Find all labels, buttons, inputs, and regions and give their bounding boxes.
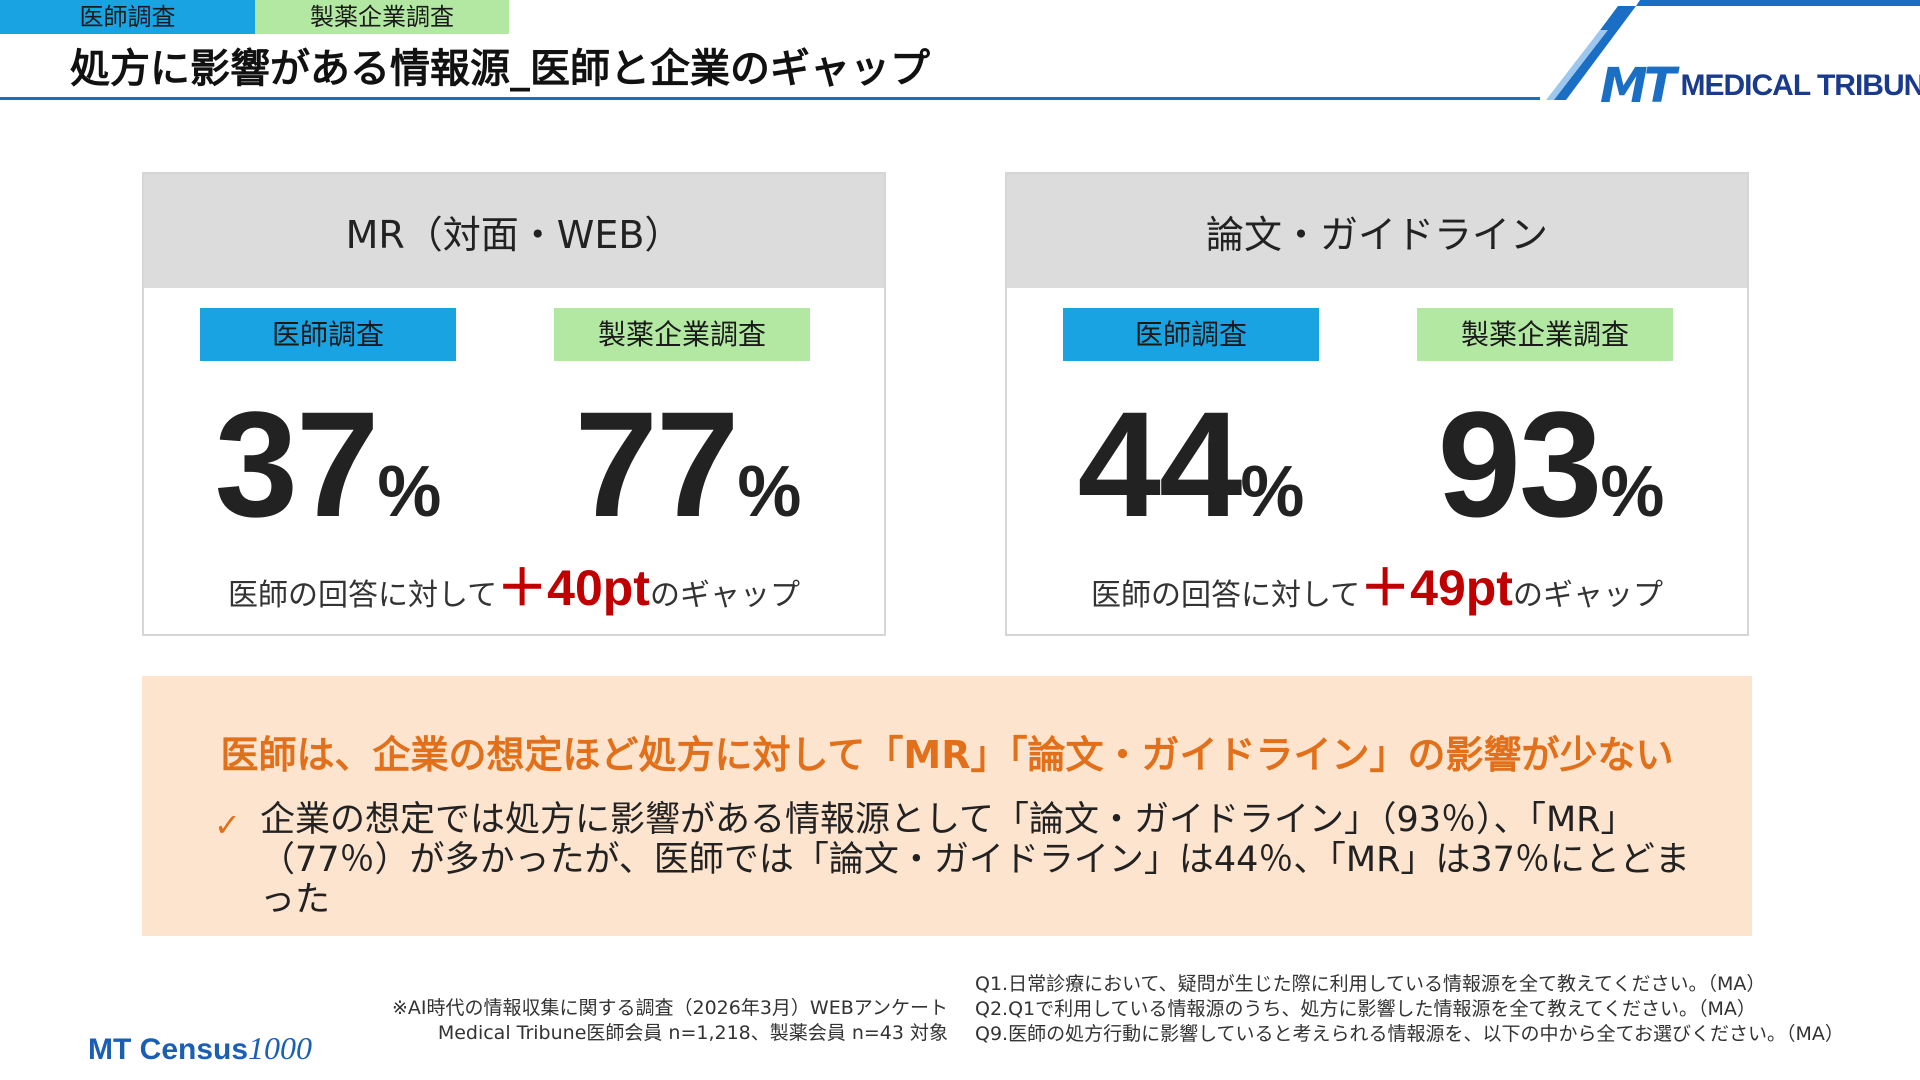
question-notes: Q1.日常診療において、疑問が生じた際に利用している情報源を全て教えてください。… <box>975 972 1875 1047</box>
company-percentage: 77% <box>538 378 838 551</box>
check-icon: ✓ <box>214 806 241 844</box>
card-mr: MR（対面・WEB） 医師調査 製薬企業調査 37% 77% 医師の回答に対して… <box>142 172 886 636</box>
tab-company-survey: 製薬企業調査 <box>255 0 509 34</box>
company-survey-label: 製薬企業調査 <box>554 308 810 361</box>
gap-suffix: のギャップ <box>649 578 800 613</box>
summary-body: 企業の想定では処方に影響がある情報源として「論文・ガイドライン」（93％）、「M… <box>260 800 1690 920</box>
gap-prefix: 医師の回答に対して <box>228 578 498 613</box>
survey-note-line: Medical Tribune医師会員 n=1,218、製薬会員 n=43 対象 <box>437 1022 948 1044</box>
census-mt-text: MT Census <box>88 1033 249 1066</box>
gap-value: ＋49pt <box>1360 560 1513 616</box>
page-title: 処方に影響がある情報源_医師と企業のギャップ <box>70 46 930 92</box>
question-q2: Q2.Q1で利用している情報源のうち、処方に影響した情報源を全て教えてください。… <box>975 998 1756 1020</box>
doctor-value: 44 <box>1077 380 1243 548</box>
card-body: 医師調査 製薬企業調査 44% 93% 医師の回答に対して＋49ptのギャップ <box>1007 288 1747 636</box>
gap-line: 医師の回答に対して＋40ptのギャップ <box>144 548 884 620</box>
gap-value: ＋40pt <box>497 560 650 616</box>
percent-sign: % <box>1240 452 1305 532</box>
card-title: MR（対面・WEB） <box>144 174 884 288</box>
survey-note-line: ※AI時代の情報収集に関する調査（2026年3月）WEBアンケート <box>391 997 948 1019</box>
percent-sign: % <box>377 452 442 532</box>
logo-mark: MT <box>1600 58 1676 114</box>
gap-prefix: 医師の回答に対して <box>1091 578 1361 613</box>
card-papers-guidelines: 論文・ガイドライン 医師調査 製薬企業調査 44% 93% 医師の回答に対して＋… <box>1005 172 1749 636</box>
card-body: 医師調査 製薬企業調査 37% 77% 医師の回答に対して＋40ptのギャップ <box>144 288 884 636</box>
doctor-percentage: 37% <box>178 378 478 551</box>
company-value: 93 <box>1437 380 1603 548</box>
survey-note: ※AI時代の情報収集に関する調査（2026年3月）WEBアンケート Medica… <box>300 996 948 1046</box>
summary-box: 医師は、企業の想定ほど処方に対して「MR」「論文・ガイドライン」の影響が少ない … <box>142 676 1752 936</box>
logo-text: MEDICAL TRIBUNE <box>1680 69 1920 102</box>
company-value: 77 <box>574 380 740 548</box>
doctor-survey-label: 医師調査 <box>1063 308 1319 361</box>
card-title: 論文・ガイドライン <box>1007 174 1747 288</box>
percent-sign: % <box>737 452 802 532</box>
doctor-value: 37 <box>214 380 380 548</box>
question-q9: Q9.医師の処方行動に影響していると考えられる情報源を、以下の中から全てお選びく… <box>975 1023 1844 1045</box>
tab-doctor-survey: 医師調査 <box>0 0 255 34</box>
gap-line: 医師の回答に対して＋49ptのギャップ <box>1007 548 1747 620</box>
question-q1: Q1.日常診療において、疑問が生じた際に利用している情報源を全て教えてください。… <box>975 973 1766 995</box>
summary-headline: 医師は、企業の想定ほど処方に対して「MR」「論文・ガイドライン」の影響が少ない <box>220 733 1674 777</box>
medical-tribune-logo: MT MEDICAL TRIBUNE <box>1600 58 1920 114</box>
brand-stripes <box>1546 0 1920 100</box>
census-1000-text: 1000 <box>248 1030 313 1066</box>
gap-suffix: のギャップ <box>1512 578 1663 613</box>
company-survey-label: 製薬企業調査 <box>1417 308 1673 361</box>
percent-sign: % <box>1600 452 1665 532</box>
header-rule <box>0 97 1540 100</box>
mt-census-logo: MT Census1000 <box>88 1030 312 1067</box>
company-percentage: 93% <box>1401 378 1701 551</box>
doctor-percentage: 44% <box>1041 378 1341 551</box>
doctor-survey-label: 医師調査 <box>200 308 456 361</box>
